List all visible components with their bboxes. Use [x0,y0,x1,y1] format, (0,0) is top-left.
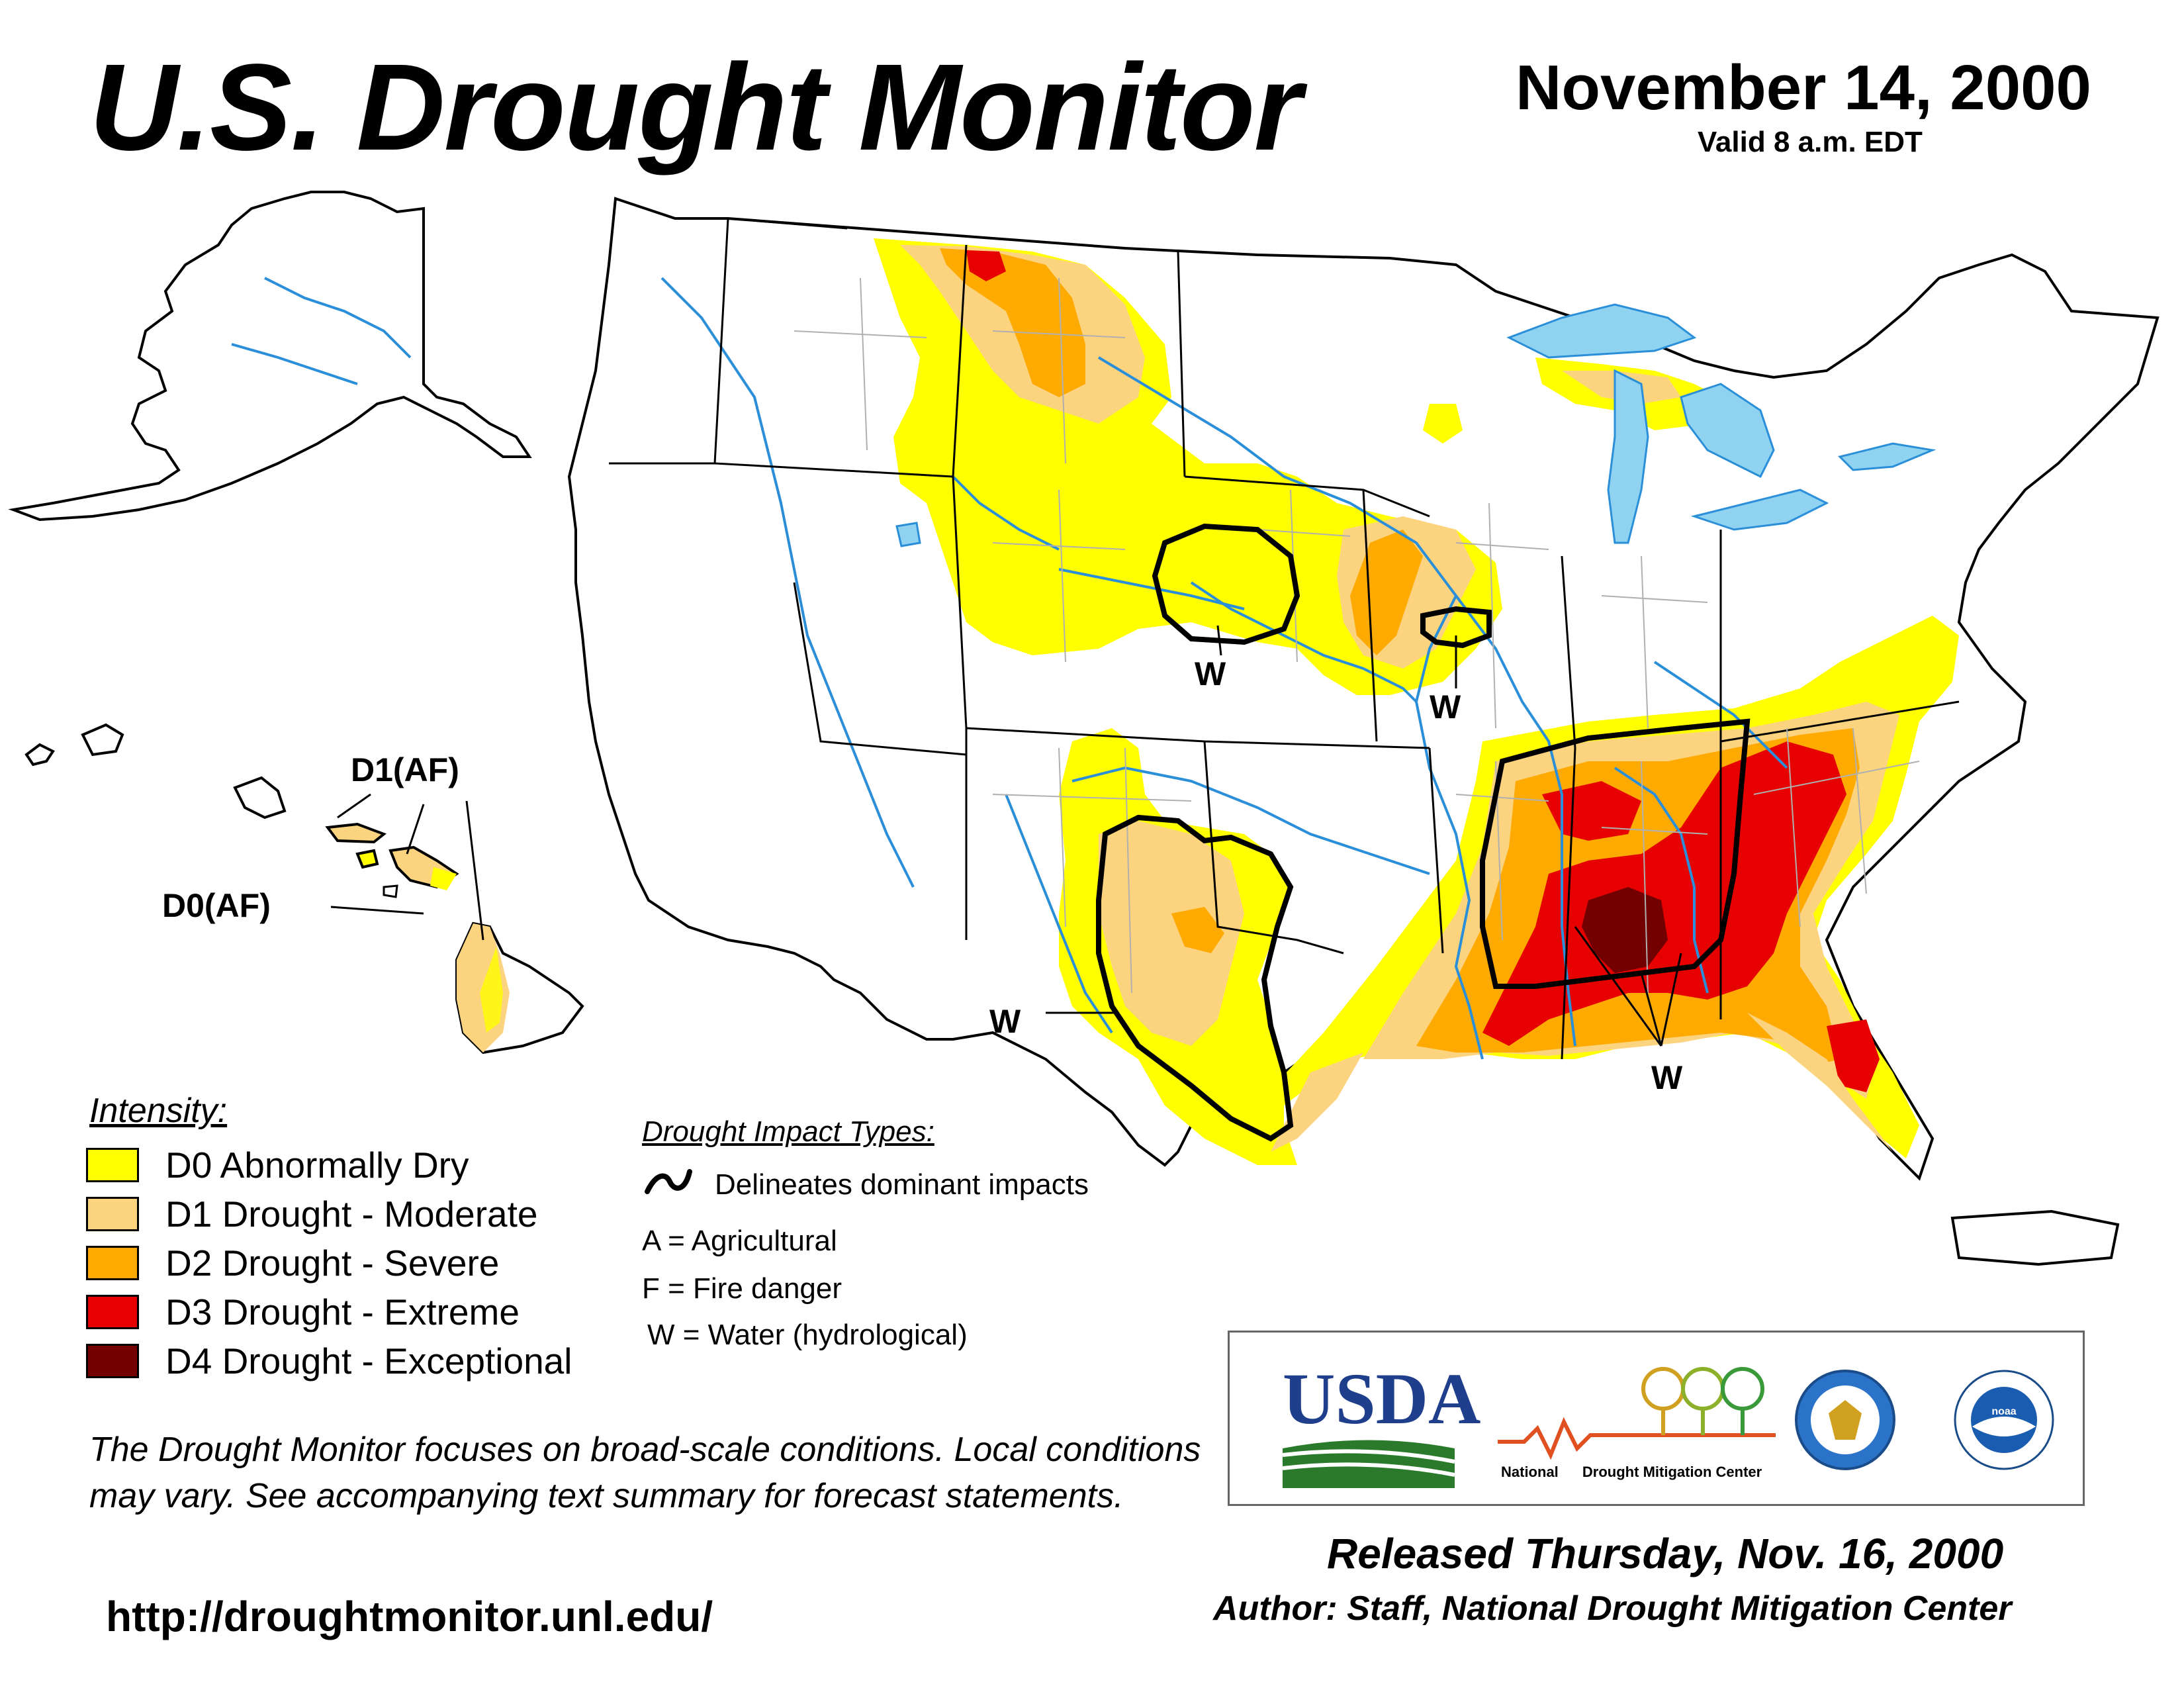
impact-types-title: Drought Impact Types: [642,1115,934,1148]
legend-swatch [86,1148,139,1182]
usda-hills-icon [1282,1440,1455,1488]
legend-item-d2: D2 Drought - Severe [86,1243,500,1284]
sponsor-logos: USDA National Drought Mitigation Center … [1228,1331,2085,1506]
impact-delineates: Delineates dominant impacts [715,1168,1089,1201]
usda-logo-text: USDA [1283,1358,1481,1439]
county-lines [794,277,1920,994]
great-lakes [895,303,1936,547]
legend-swatch [86,1197,139,1231]
ndmc-logo-icon [1498,1367,1776,1460]
legend-label: D1 Drought - Moderate [165,1194,538,1235]
legend-label: D4 Drought - Exceptional [165,1340,572,1382]
legend-label: D3 Drought - Extreme [165,1291,520,1333]
page-title: U.S. Drought Monitor [89,39,1302,176]
disclaimer-note: The Drought Monitor focuses on broad-sca… [89,1430,1201,1515]
hawaii [24,723,584,1055]
valid-time: Valid 8 a.m. EDT [1698,126,1923,158]
impact-label-nebraska: W [1195,655,1226,692]
noaa-seal-icon: noaa [1954,1370,2054,1470]
impact-label-southeast: W [1651,1059,1683,1096]
puerto-rico [1950,1209,2120,1266]
impact-fire: F = Fire danger [642,1272,842,1305]
legend-item-d3: D3 Drought - Extreme [86,1291,520,1333]
author: Author: Staff, National Drought Mitigati… [1213,1589,2012,1628]
legend-label: D0 Abnormally Dry [165,1145,469,1186]
impact-water: W = Water (hydrological) [647,1319,968,1351]
legend-swatch [86,1344,139,1378]
legend-item-d1: D1 Drought - Moderate [86,1194,538,1235]
impact-agricultural: A = Agricultural [642,1225,837,1257]
ndmc-text-national: National [1501,1464,1559,1480]
hawaii-d1-label: D1(AF) [351,751,459,788]
impact-line-icon [645,1169,692,1194]
legend-title: Intensity: [89,1092,228,1130]
noaa-seal-text: noaa [1991,1406,2016,1417]
legend-swatch [86,1246,139,1280]
release-date: Released Thursday, Nov. 16, 2000 [1327,1530,2004,1577]
d3-areas [966,250,1880,1092]
website-link[interactable]: http://droughtmonitor.unl.edu/ [106,1593,713,1640]
ndmc-logo-text: National Drought Mitigation Center [1501,1464,1762,1481]
legend-label: D2 Drought - Severe [165,1243,500,1284]
impact-label-texas: W [989,1003,1021,1040]
map-date: November 14, 2000 [1516,52,2091,123]
ndmc-text-center: Drought Mitigation Center [1582,1464,1762,1480]
impact-label-iowa: W [1430,688,1461,726]
alaska [8,191,532,522]
legend-item-d0: D0 Abnormally Dry [86,1145,469,1186]
legend-swatch [86,1295,139,1329]
usda-logo: USDA [1282,1358,1481,1491]
hawaii-d0-label: D0(AF) [162,887,271,924]
contiguous-us [567,197,2160,1181]
commerce-seal-icon [1795,1370,1895,1470]
legend-item-d4: D4 Drought - Exceptional [86,1340,572,1382]
state-lines [609,217,1960,1060]
